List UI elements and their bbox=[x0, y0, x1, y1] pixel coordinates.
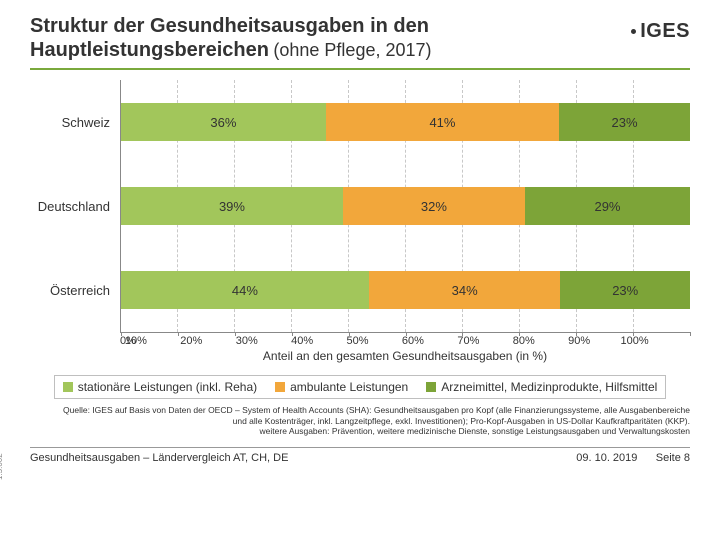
bar-row: 39%32%29% bbox=[121, 187, 690, 225]
x-axis-title: Anteil an den gesamten Gesundheitsausgab… bbox=[120, 349, 690, 363]
x-tick: 80% bbox=[496, 335, 551, 347]
footer-date: 09. 10. 2019 bbox=[576, 452, 637, 464]
x-tick: 100% bbox=[607, 335, 662, 347]
bar-segment: 29% bbox=[525, 187, 690, 225]
x-tick: 30% bbox=[219, 335, 274, 347]
x-tick: 70% bbox=[441, 335, 496, 347]
bar-segment: 34% bbox=[369, 271, 561, 309]
x-tick: 10% bbox=[108, 335, 163, 347]
legend-item: ambulante Leistungen bbox=[275, 380, 408, 394]
title-sub: (ohne Pflege, 2017) bbox=[273, 40, 431, 60]
logo-text: IGES bbox=[640, 20, 690, 43]
footer-page: Seite 8 bbox=[656, 452, 690, 464]
legend-label: ambulante Leistungen bbox=[290, 380, 408, 394]
bar-segment: 44% bbox=[121, 271, 369, 309]
x-axis: 0%10%20%30%40%50%60%70%80%90%100% bbox=[120, 335, 690, 347]
header: Struktur der Gesundheitsausgaben in den … bbox=[30, 14, 690, 70]
bar-row: 44%34%23% bbox=[121, 271, 690, 309]
y-axis-label: Deutschland bbox=[30, 164, 120, 248]
legend-item: Arzneimittel, Medizinprodukte, Hilfsmitt… bbox=[426, 380, 657, 394]
y-axis-label: Österreich bbox=[30, 248, 120, 332]
y-axis-label: Schweiz bbox=[30, 80, 120, 164]
bar-segment: 23% bbox=[559, 103, 690, 141]
legend-swatch bbox=[275, 382, 285, 392]
legend-swatch bbox=[426, 382, 436, 392]
x-tick: 60% bbox=[385, 335, 440, 347]
source-note: Quelle: IGES auf Basis von Daten der OEC… bbox=[30, 405, 690, 437]
x-tick: 50% bbox=[330, 335, 385, 347]
legend-label: Arzneimittel, Medizinprodukte, Hilfsmitt… bbox=[441, 380, 657, 394]
bar-segment: 36% bbox=[121, 103, 326, 141]
bar-segment: 41% bbox=[326, 103, 559, 141]
bar-segment: 32% bbox=[343, 187, 525, 225]
footer-left: Gesundheitsausgaben – Ländervergleich AT… bbox=[30, 452, 288, 464]
legend-swatch bbox=[63, 382, 73, 392]
x-tick: 20% bbox=[164, 335, 219, 347]
side-code: 1.5.002 bbox=[0, 453, 4, 480]
chart: SchweizDeutschlandÖsterreich 36%41%23%39… bbox=[30, 80, 690, 333]
x-tick: 40% bbox=[274, 335, 329, 347]
bar-row: 36%41%23% bbox=[121, 103, 690, 141]
legend: stationäre Leistungen (inkl. Reha) ambula… bbox=[54, 375, 667, 399]
legend-label: stationäre Leistungen (inkl. Reha) bbox=[78, 380, 257, 394]
x-tick: 90% bbox=[551, 335, 606, 347]
legend-item: stationäre Leistungen (inkl. Reha) bbox=[63, 380, 257, 394]
footer: Gesundheitsausgaben – Ländervergleich AT… bbox=[30, 447, 690, 464]
bar-segment: 23% bbox=[560, 271, 690, 309]
bar-segment: 39% bbox=[121, 187, 343, 225]
logo: IGES bbox=[631, 14, 690, 43]
